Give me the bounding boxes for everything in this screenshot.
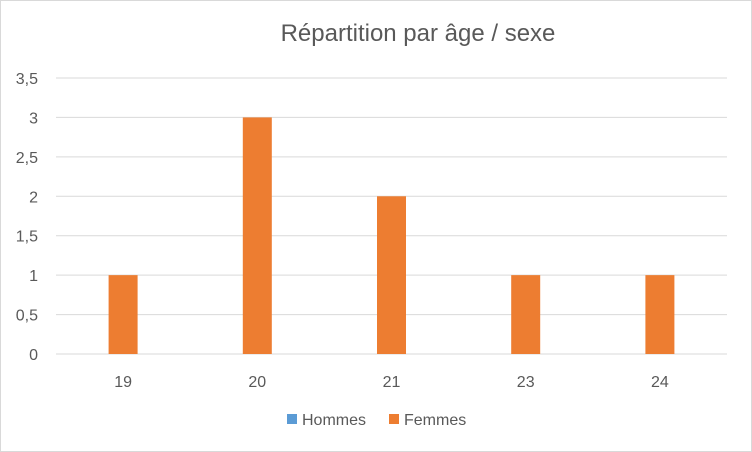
bar-femmes-20 [242, 117, 272, 354]
y-tick-label: 3,5 [16, 71, 38, 88]
y-tick-label: 1,5 [16, 229, 38, 246]
y-tick-label: 1 [29, 268, 38, 285]
x-tick-label: 20 [248, 374, 266, 391]
x-axis-ticks: 19 20 21 23 24 [114, 374, 669, 391]
x-tick-label: 23 [517, 374, 535, 391]
y-tick-label: 0,5 [16, 308, 38, 325]
x-tick-label: 24 [651, 374, 669, 391]
bars [108, 117, 675, 354]
bar-femmes-24 [645, 275, 675, 354]
bar-femmes-23 [511, 275, 541, 354]
chart-title: Répartition par âge / sexe [281, 20, 556, 47]
legend-label-hommes: Hommes [302, 412, 366, 429]
x-tick-label: 21 [383, 374, 401, 391]
legend-swatch-femmes [389, 414, 399, 424]
y-axis-ticks: 0 0,5 1 1,5 2 2,5 3 3,5 [16, 71, 38, 364]
bar-femmes-21 [377, 196, 406, 354]
y-tick-label: 2 [29, 189, 38, 206]
y-tick-label: 2,5 [16, 150, 38, 167]
y-tick-label: 0 [29, 347, 38, 364]
bar-femmes-19 [108, 275, 138, 354]
legend-label-femmes: Femmes [404, 412, 466, 429]
x-tick-label: 19 [114, 374, 132, 391]
y-tick-label: 3 [29, 110, 38, 127]
legend-swatch-hommes [287, 414, 297, 424]
legend: Hommes Femmes [287, 412, 466, 429]
